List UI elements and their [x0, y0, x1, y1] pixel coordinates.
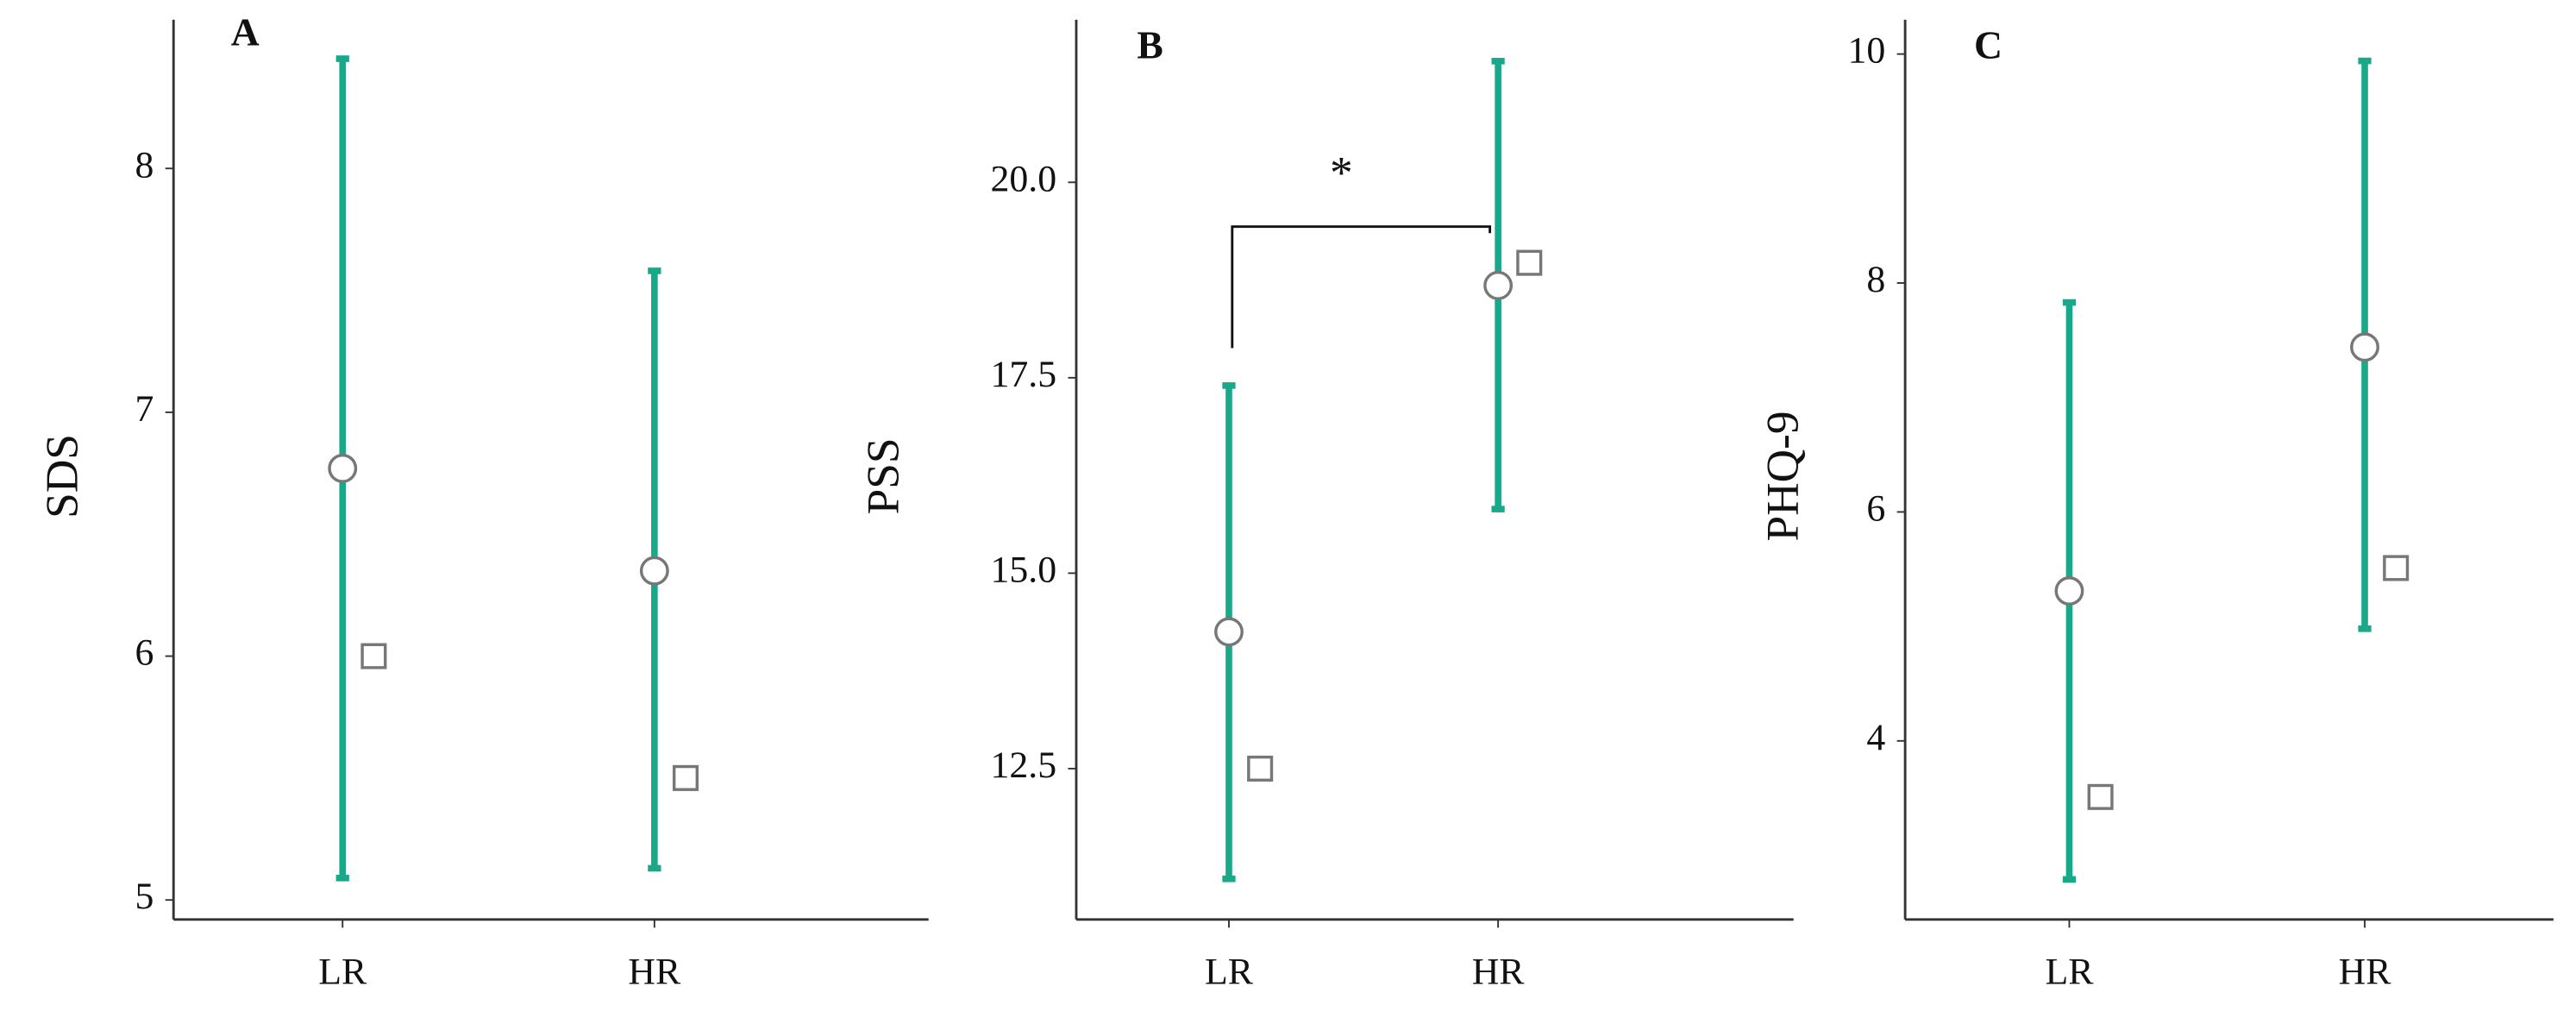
y-tick-label: 15.0 [991, 549, 1057, 590]
square-marker [1516, 249, 1543, 276]
square-marker [2087, 783, 2114, 810]
y-tick-label: 8 [135, 144, 154, 185]
square-marker [1247, 755, 1274, 782]
square-marker [2383, 555, 2410, 581]
y-tick-label: 6 [1866, 487, 1885, 529]
y-tick-label: 4 [1866, 717, 1885, 758]
y-tick-label: 17.5 [991, 354, 1057, 395]
mean-marker [2350, 332, 2379, 362]
mean-marker [328, 453, 358, 483]
y-tick-label: 10 [1848, 30, 1886, 72]
y-tick-label: 6 [135, 632, 154, 674]
mean-marker [2054, 576, 2084, 606]
y-axis-label: PHQ-9 [1757, 411, 1808, 541]
y-tick-label: 12.5 [991, 745, 1057, 786]
y-tick-label: 20.0 [991, 158, 1057, 199]
x-tick-label: HR [1472, 952, 1526, 993]
y-tick-label: 5 [135, 876, 154, 917]
significance-label: * [1330, 148, 1353, 198]
x-tick-label: HR [2339, 952, 2392, 993]
x-tick-label: HR [628, 952, 681, 993]
square-marker [672, 764, 699, 791]
mean-marker [639, 556, 669, 586]
significance-bracket [1231, 225, 1492, 349]
mean-marker [1214, 617, 1244, 647]
square-marker [360, 643, 387, 669]
y-axis-label: SDS [37, 434, 88, 518]
x-tick-label: LR [318, 952, 367, 993]
x-tick-label: LR [2045, 952, 2094, 993]
y-tick-label: 8 [1866, 259, 1885, 300]
y-axis-label: PSS [857, 437, 908, 514]
y-tick-label: 7 [135, 388, 154, 430]
panel-label: C [1974, 23, 2003, 67]
panel-label: B [1137, 23, 1163, 67]
mean-marker [1483, 270, 1514, 300]
panel-label: A [231, 9, 260, 53]
x-tick-label: LR [1205, 952, 1254, 993]
